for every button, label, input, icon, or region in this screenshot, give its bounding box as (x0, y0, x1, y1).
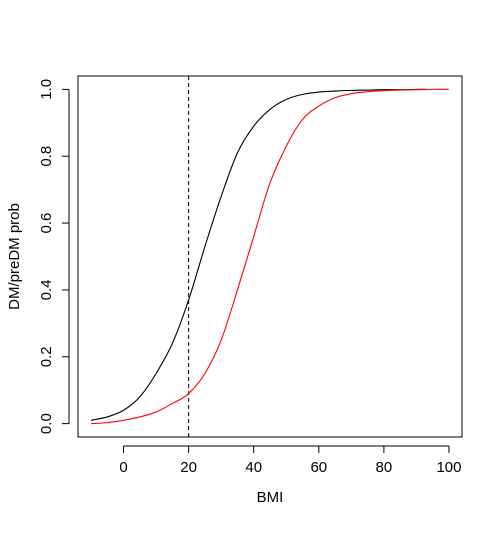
y-tick-label: 0.8 (38, 146, 55, 167)
y-tick-label: 1.0 (38, 79, 55, 100)
y-axis-label: DM/preDM prob (6, 203, 23, 310)
y-tick-label: 0.4 (38, 279, 55, 300)
x-tick-label: 0 (119, 459, 127, 476)
plot-area: 0 20 40 60 80 100 0.0 0.2 0.4 0.6 0.8 1.0 (38, 75, 463, 476)
plot-frame (77, 75, 463, 438)
y-tick-label: 0.0 (38, 413, 55, 434)
series-line-1 (90, 88, 427, 421)
series-line-2 (90, 88, 449, 425)
x-tick-label: 100 (436, 459, 461, 476)
x-tick-label: 60 (310, 459, 327, 476)
x-tick-label: 20 (180, 459, 197, 476)
x-tick-label: 80 (376, 459, 393, 476)
x-tick-label: 40 (245, 459, 262, 476)
x-axis-label: BMI (257, 489, 284, 506)
y-tick-label: 0.6 (38, 213, 55, 234)
y-tick-label: 0.2 (38, 346, 55, 367)
